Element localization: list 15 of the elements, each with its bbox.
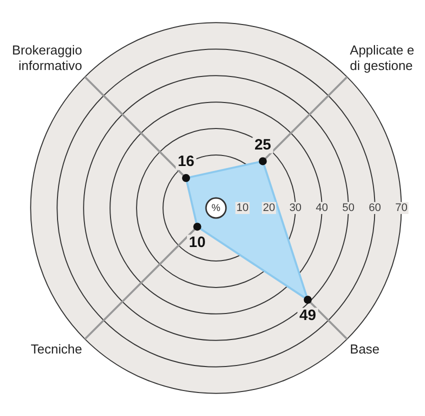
data-label: 10 xyxy=(188,234,206,251)
y-tick-label: 70 xyxy=(395,202,408,214)
y-tick-label: 20 xyxy=(262,202,276,214)
y-tick-label: 60 xyxy=(368,202,382,214)
data-label: 49 xyxy=(299,306,316,324)
spoke-label: Applicate e di gestione xyxy=(350,42,414,73)
spoke-label: Tecniche xyxy=(30,341,82,356)
spoke-label: Base xyxy=(350,341,380,356)
y-tick-label: 30 xyxy=(289,202,302,214)
spoke-label: Brokeraggio informativo xyxy=(12,42,82,73)
data-label: 16 xyxy=(178,153,194,170)
text: % xyxy=(212,202,221,214)
data-label: 25 xyxy=(254,136,272,154)
y-tick-label: 40 xyxy=(316,202,328,214)
y-tick-label: 50 xyxy=(342,202,355,214)
